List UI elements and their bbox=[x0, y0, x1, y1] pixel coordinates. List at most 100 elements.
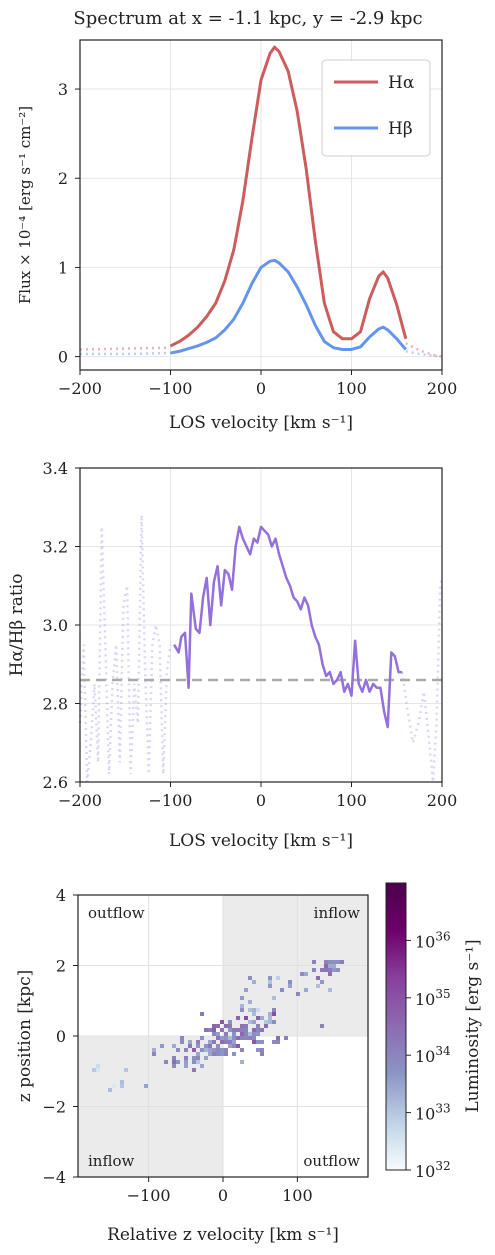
luminosity-cell bbox=[232, 1036, 236, 1040]
ratio-ticks: −200 −100 0 100 200 2.6 2.8 3.0 3.2 3.4 bbox=[43, 459, 458, 810]
label-inflow-bottom-left: inflow bbox=[88, 1152, 134, 1170]
luminosity-cell bbox=[236, 1044, 240, 1048]
phase-ticks: −100 0 100 −4 −2 0 2 4 bbox=[42, 886, 312, 1205]
luminosity-cell bbox=[328, 964, 332, 968]
phase-xtick-label: −100 bbox=[127, 1186, 171, 1205]
luminosity-cell bbox=[172, 1044, 176, 1048]
luminosity-cell bbox=[192, 1060, 196, 1064]
luminosity-cell bbox=[316, 976, 320, 980]
luminosity-cell bbox=[272, 1020, 276, 1024]
luminosity-cell bbox=[120, 1084, 124, 1088]
luminosity-cell bbox=[280, 988, 284, 992]
luminosity-cell bbox=[160, 1044, 164, 1048]
luminosity-cell bbox=[240, 1036, 244, 1040]
luminosity-cell bbox=[212, 1028, 216, 1032]
flux-ytick-label: 0 bbox=[58, 348, 68, 367]
luminosity-cell bbox=[216, 1032, 220, 1036]
luminosity-cell bbox=[240, 996, 244, 1000]
luminosity-cell bbox=[248, 1000, 252, 1004]
luminosity-cell bbox=[224, 1036, 228, 1040]
phase-ytick-label: 4 bbox=[56, 886, 66, 905]
ratio-panel: −200 −100 0 100 200 2.6 2.8 3.0 3.2 3.4 LOS veloc… bbox=[7, 459, 457, 851]
luminosity-cell bbox=[200, 1048, 204, 1052]
luminosity-cell bbox=[228, 1028, 232, 1032]
colorbar-tick-label: 1036 bbox=[415, 929, 451, 951]
colorbar-tick-label: 1032 bbox=[415, 1159, 451, 1181]
luminosity-cell bbox=[264, 1024, 268, 1028]
ratio-series bbox=[78, 515, 444, 783]
luminosity-cell bbox=[268, 976, 272, 980]
luminosity-cell bbox=[152, 1048, 156, 1052]
luminosity-cell bbox=[260, 1040, 264, 1044]
ratio-ylabel: Hα/Hβ ratio bbox=[7, 574, 27, 677]
luminosity-cell bbox=[248, 976, 252, 980]
luminosity-cell bbox=[240, 1024, 244, 1028]
luminosity-cell bbox=[232, 1032, 236, 1036]
ratio-ytick-label: 3.4 bbox=[43, 459, 68, 478]
luminosity-cell bbox=[204, 1028, 208, 1032]
flux-series-1-line bbox=[170, 258, 407, 355]
luminosity-cell bbox=[96, 1064, 100, 1068]
luminosity-cell bbox=[248, 1036, 252, 1040]
luminosity-cell bbox=[260, 1048, 264, 1052]
colorbar-label: Luminosity [erg s⁻¹] bbox=[463, 939, 483, 1112]
phase-ytick-label: −4 bbox=[42, 1168, 66, 1187]
legend-hbeta-label: Hβ bbox=[388, 119, 413, 139]
luminosity-cell bbox=[328, 972, 332, 976]
luminosity-cell bbox=[256, 1016, 260, 1020]
flux-ytick-label: 3 bbox=[58, 80, 68, 99]
luminosity-cell bbox=[252, 1028, 256, 1032]
phase-xlabel: Relative z velocity [km s⁻¹] bbox=[107, 1225, 339, 1245]
phase-xtick-label: 0 bbox=[218, 1186, 228, 1205]
luminosity-cell bbox=[180, 1040, 184, 1044]
luminosity-cell bbox=[240, 1060, 244, 1064]
luminosity-cell bbox=[124, 1068, 128, 1072]
luminosity-cell bbox=[144, 1084, 148, 1088]
luminosity-cell bbox=[184, 1060, 188, 1064]
luminosity-cell bbox=[224, 1032, 228, 1036]
flux-xtick-label: 200 bbox=[427, 379, 458, 398]
luminosity-cell bbox=[256, 1048, 260, 1052]
luminosity-cell bbox=[248, 1020, 252, 1024]
flux-series-1-outer-right bbox=[405, 350, 443, 358]
luminosity-cell bbox=[340, 960, 344, 964]
flux-xtick-label: 100 bbox=[336, 379, 367, 398]
legend-halpha-label: Hα bbox=[388, 73, 415, 93]
luminosity-cell bbox=[212, 1040, 216, 1044]
ratio-ytick-label: 3.2 bbox=[43, 538, 68, 557]
luminosity-cell bbox=[264, 1020, 268, 1024]
colorbar-tick-label: 1034 bbox=[415, 1044, 451, 1066]
luminosity-cell bbox=[236, 1036, 240, 1040]
luminosity-cell bbox=[196, 1044, 200, 1048]
ratio-ytick-label: 2.8 bbox=[43, 695, 68, 714]
luminosity-cell bbox=[224, 1048, 228, 1052]
luminosity-cell bbox=[208, 1044, 212, 1048]
luminosity-cell bbox=[208, 1028, 212, 1032]
luminosity-cell bbox=[172, 1064, 176, 1068]
ratio-xtick-label: 200 bbox=[427, 791, 458, 810]
luminosity-cell bbox=[220, 1040, 224, 1044]
luminosity-cell bbox=[296, 992, 300, 996]
flux-series bbox=[79, 45, 443, 358]
luminosity-cell bbox=[336, 960, 340, 964]
luminosity-cell bbox=[324, 960, 328, 964]
ratio-xtick-label: −200 bbox=[58, 791, 102, 810]
luminosity-cell bbox=[228, 1040, 232, 1044]
colorbar bbox=[385, 882, 407, 1171]
luminosity-cell bbox=[316, 984, 320, 988]
luminosity-cell bbox=[244, 1036, 248, 1040]
luminosity-cell bbox=[240, 1048, 244, 1052]
flux-series-1-outer-left bbox=[80, 351, 171, 356]
luminosity-cell bbox=[288, 980, 292, 984]
flux-series-0-outer-right bbox=[405, 342, 443, 358]
luminosity-cell bbox=[216, 1048, 220, 1052]
luminosity-cell bbox=[232, 1028, 236, 1032]
ratio-ytick-label: 2.6 bbox=[43, 773, 68, 792]
luminosity-cell bbox=[188, 1044, 192, 1048]
label-outflow-bottom-right: outflow bbox=[303, 1152, 360, 1170]
luminosity-cell bbox=[248, 1032, 252, 1036]
luminosity-cell bbox=[164, 1060, 168, 1064]
ratio-grid bbox=[79, 467, 443, 783]
luminosity-cell bbox=[256, 1024, 260, 1028]
